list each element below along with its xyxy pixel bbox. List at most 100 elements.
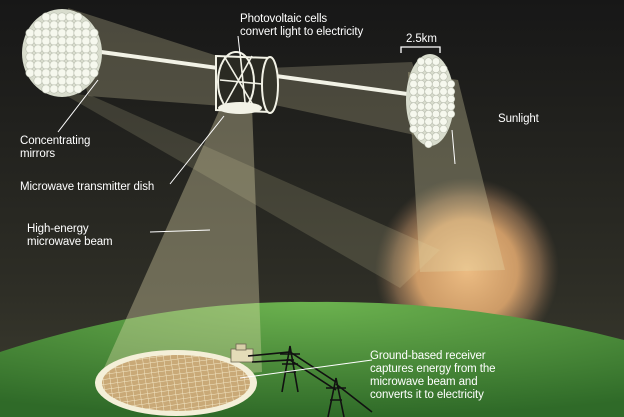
mirror-segment <box>57 44 67 54</box>
photovoltaic-array <box>215 51 279 114</box>
mirror-segment <box>25 28 35 38</box>
mirror-segment <box>89 60 99 70</box>
mirror-segment <box>49 60 59 70</box>
mirror-segment <box>416 102 426 111</box>
mirror-segment <box>439 102 448 111</box>
mirror-segment <box>431 57 441 66</box>
mirror-segment <box>49 20 59 30</box>
mirror-segment <box>424 72 433 81</box>
mirror-segment <box>49 12 59 22</box>
mirror-segment <box>439 94 448 104</box>
transmitter-label: Microwave transmitter dish <box>20 181 155 193</box>
mirror-segment <box>81 36 91 46</box>
mirror-segment <box>25 68 35 78</box>
mirror-segment <box>409 109 418 119</box>
mirror-segment <box>33 20 43 30</box>
leader-transmitter <box>169 115 225 185</box>
right-concentrating-mirror <box>406 54 456 149</box>
transmitter-dish <box>218 102 262 114</box>
mirror-segment <box>431 102 441 111</box>
mirror-segment <box>33 36 43 46</box>
mirror-segment <box>49 84 59 94</box>
mirror-segment <box>65 44 75 54</box>
mirror-segment <box>446 94 456 104</box>
mirror-segment <box>49 28 59 38</box>
substation-roof <box>235 343 247 351</box>
mirror-segment <box>73 84 83 94</box>
mirror-segment <box>49 68 59 78</box>
mirror-segment <box>439 79 448 89</box>
mirror-segment <box>25 36 35 46</box>
mirror-segment <box>424 102 433 111</box>
mirror-segment <box>439 109 448 119</box>
mirror-segment <box>41 52 51 62</box>
mirror-segment <box>424 132 433 141</box>
leader-sunlight <box>451 129 456 165</box>
mirror-segment <box>25 60 35 70</box>
mirror-segment <box>439 124 448 134</box>
mirror-segment <box>439 87 448 96</box>
mirror-segment <box>41 36 51 46</box>
mirror-segment <box>409 87 418 96</box>
microwave-beam <box>96 104 262 386</box>
mirror-segment <box>409 94 418 104</box>
mirror-segment <box>33 60 43 70</box>
mirror-segment <box>81 76 91 86</box>
photovoltaic-label: Photovoltaic cells convert light to elec… <box>240 13 364 38</box>
mirror-segment <box>431 124 441 134</box>
mirror-segment <box>33 52 43 62</box>
mirror-segment <box>49 52 59 62</box>
mirror-segment <box>424 117 433 126</box>
mirror-segment <box>81 52 91 62</box>
mirror-segment <box>57 52 67 62</box>
mirror-segment <box>33 44 43 54</box>
mirror-segment <box>431 72 441 81</box>
mirror-segment <box>439 64 448 74</box>
mirror-segment <box>409 117 418 126</box>
mirror-segment <box>431 87 441 96</box>
mirror-segment <box>446 87 456 96</box>
mirror-segment <box>424 64 433 74</box>
mirror-segment <box>446 102 456 111</box>
mirror-segment <box>57 28 67 38</box>
mirror-segment <box>431 117 441 126</box>
mirror-segment <box>41 12 51 22</box>
mirror-segment <box>416 87 426 96</box>
mirror-segment <box>81 68 91 78</box>
mirror-segment <box>65 68 75 78</box>
leader-mirrors <box>57 79 99 133</box>
mirror-segment <box>416 124 426 134</box>
mirror-segment <box>439 117 448 126</box>
mirror-segment <box>409 72 418 81</box>
mirror-segment <box>424 109 433 119</box>
mirror-segment <box>25 44 35 54</box>
mirror-segment <box>49 36 59 46</box>
mirror-segment <box>65 20 75 30</box>
mirror-segment <box>65 28 75 38</box>
mirror-segment <box>424 124 433 134</box>
mirror-segment <box>73 44 83 54</box>
mirror-segment <box>424 94 433 104</box>
mirror-segment <box>49 44 59 54</box>
concentrating-mirrors-label: Concentrating mirrors <box>20 135 91 160</box>
mirror-segment <box>65 12 75 22</box>
power-pylons <box>247 345 373 417</box>
mirror-segment <box>89 28 99 38</box>
leader-receiver <box>239 359 373 379</box>
mirror-segment <box>41 76 51 86</box>
mirror-segment <box>89 44 99 54</box>
mirror-segment <box>57 36 67 46</box>
mirror-segment <box>81 44 91 54</box>
mirror-segment <box>416 109 426 119</box>
mirror-segment <box>57 12 67 22</box>
receiver-label: Ground-based receiver captures energy fr… <box>370 350 496 401</box>
mirror-segment <box>89 36 99 46</box>
mirror-segment <box>73 52 83 62</box>
mirror-segment <box>409 102 418 111</box>
mirror-segment <box>81 28 91 38</box>
mirror-segment <box>65 52 75 62</box>
scale-label: 2.5km <box>406 33 437 45</box>
leader-photovoltaic <box>237 35 241 55</box>
